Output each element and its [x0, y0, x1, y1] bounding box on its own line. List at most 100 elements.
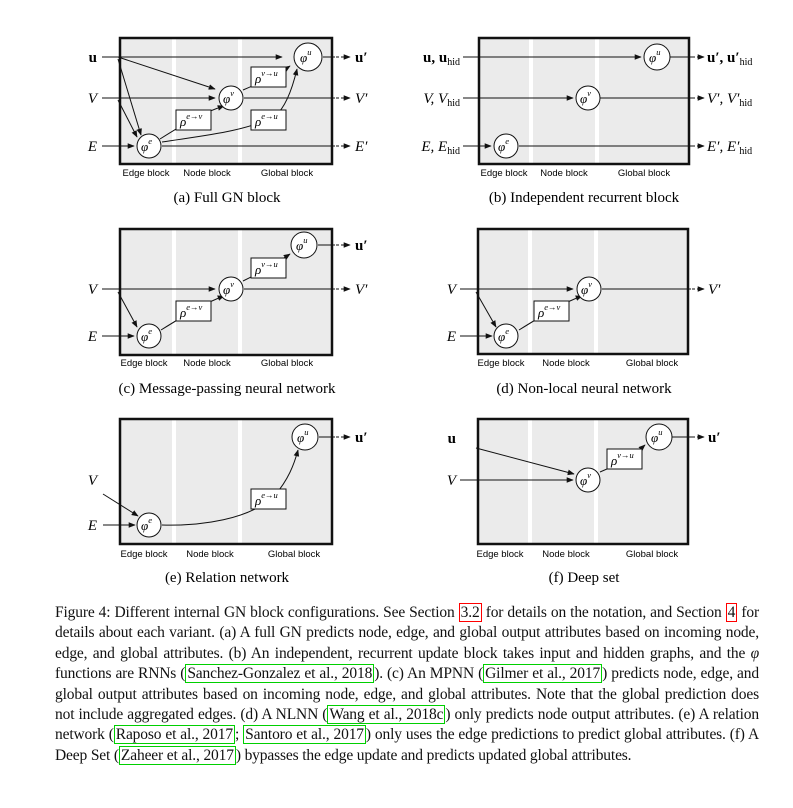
phi-v-node: φv	[575, 85, 601, 111]
node-block-label: Node block	[183, 358, 231, 369]
global-block-label: Global block	[626, 358, 679, 369]
citation-link[interactable]: Sanchez-Gonzalez et al., 2018	[185, 664, 375, 684]
input-v-label: V	[88, 91, 99, 107]
phi-e-node: φe	[493, 323, 519, 349]
citation-link[interactable]: Santoro et al., 2017	[243, 725, 366, 745]
phi-u-node: φu	[290, 231, 318, 259]
svg-text:φe: φe	[141, 136, 152, 154]
phi-v-node: φv	[575, 467, 601, 493]
panel-f: Edge block Node block Global block u V u…	[447, 417, 721, 586]
phi-v-node: φv	[576, 276, 602, 302]
citation-link[interactable]: Zaheer et al., 2017	[118, 745, 236, 765]
output-u-label: u′	[708, 430, 721, 446]
input-u-label: u	[89, 50, 97, 66]
panel-b: Edge block Node block Global block u, uh…	[420, 36, 752, 206]
input-e-label: E, Ehid	[420, 139, 460, 157]
svg-text:ρv→u: ρv→u	[254, 259, 278, 277]
rho-vu-box: ρv→u	[250, 257, 287, 279]
global-block-label: Global block	[261, 168, 314, 179]
edge-block-label: Edge block	[476, 549, 523, 560]
input-v-label: V	[447, 282, 458, 298]
section-ref-link[interactable]: 3.2	[458, 603, 482, 622]
panel-f-frame	[476, 417, 690, 546]
output-u-label: u′	[355, 238, 368, 254]
section-ref-link[interactable]: 4	[725, 603, 738, 622]
node-block-label: Node block	[186, 549, 234, 560]
rho-vu-box: ρv→u	[250, 66, 287, 88]
input-v-label: V	[447, 473, 458, 489]
svg-text:φe: φe	[141, 515, 152, 533]
phi-e-node: φe	[136, 323, 162, 349]
input-u-label: u, uhid	[423, 50, 460, 68]
svg-text:φu: φu	[651, 427, 662, 445]
output-e-label: E′, E′hid	[706, 139, 752, 157]
output-v-label: V′, V′hid	[707, 91, 752, 109]
svg-text:φv: φv	[581, 279, 592, 297]
svg-text:φu: φu	[300, 47, 311, 65]
svg-text:ρe→v: ρe→v	[179, 302, 203, 320]
phi-e-node: φe	[136, 512, 162, 538]
output-v-label: V′	[708, 282, 721, 298]
panel-a: Edge block Node block Global block u V E…	[87, 36, 368, 206]
svg-text:φv: φv	[580, 88, 591, 106]
output-e-label: E′	[354, 139, 368, 155]
figure-graphic: Edge block Node block Global block u V E…	[87, 36, 752, 586]
rho-vu-box: ρv→u	[606, 448, 643, 470]
node-block-label: Node block	[540, 168, 588, 179]
panel-b-caption: (b) Independent recurrent block	[489, 190, 680, 206]
input-e-label: E	[87, 139, 97, 155]
citation-link[interactable]: Gilmer et al., 2017	[483, 664, 603, 684]
input-e-label: E	[87, 518, 97, 534]
global-block-label: Global block	[261, 358, 314, 369]
panel-a-frame	[118, 36, 334, 166]
output-v-label: V′	[355, 91, 368, 107]
svg-text:ρv→u: ρv→u	[254, 68, 278, 86]
phi-v-node: φv	[218, 276, 244, 302]
global-block-label: Global block	[626, 549, 679, 560]
panel-a-caption: (a) Full GN block	[173, 190, 281, 206]
rho-ev-box: ρe→v	[175, 300, 212, 322]
input-v-label: V	[88, 473, 99, 489]
input-v-label: V, Vhid	[423, 91, 460, 109]
rho-eu-box: ρe→u	[250, 109, 287, 131]
svg-text:φv: φv	[223, 88, 234, 106]
global-block-label: Global block	[268, 549, 321, 560]
output-u-label: u′	[355, 430, 368, 446]
edge-block-label: Edge block	[120, 549, 167, 560]
phi-e-node: φe	[136, 133, 162, 159]
citation-link[interactable]: Wang et al., 2018c	[327, 705, 446, 725]
svg-text:φe: φe	[498, 326, 509, 344]
panel-e-caption: (e) Relation network	[165, 570, 290, 586]
panel-d-frame	[476, 227, 690, 356]
input-v-label: V	[88, 282, 99, 298]
svg-text:φu: φu	[296, 235, 307, 253]
phi-u-node: φu	[293, 42, 323, 72]
edge-block-label: Edge block	[480, 168, 527, 179]
svg-text:φe: φe	[141, 326, 152, 344]
global-block-label: Global block	[618, 168, 671, 179]
input-e-label: E	[446, 329, 456, 345]
output-u-label: u′	[355, 50, 368, 66]
output-v-label: V′	[355, 282, 368, 298]
node-block-label: Node block	[183, 168, 231, 179]
svg-text:φv: φv	[580, 470, 591, 488]
edge-block-label: Edge block	[477, 358, 524, 369]
svg-text:φe: φe	[498, 136, 509, 154]
panel-e-frame	[118, 417, 334, 546]
figure-caption: Figure 4: Different internal GN block co…	[55, 603, 759, 765]
svg-text:ρe→u: ρe→u	[254, 111, 278, 129]
svg-text:φv: φv	[223, 279, 234, 297]
panel-c-caption: (c) Message-passing neural network	[118, 381, 336, 397]
panel-e: Edge block Node block Global block V E u…	[87, 417, 368, 586]
figure-number: Figure 4:	[55, 604, 111, 621]
phi-v-node: φv	[218, 85, 244, 111]
svg-text:ρe→v: ρe→v	[179, 111, 203, 129]
panel-c: Edge block Node block Global block V E u…	[87, 227, 368, 397]
edge-block-label: Edge block	[120, 358, 167, 369]
phi-u-node: φu	[645, 423, 673, 451]
panel-d: Edge block Node block Global block V E V…	[446, 227, 721, 397]
phi-u-node: φu	[291, 423, 319, 451]
citation-link[interactable]: Raposo et al., 2017	[113, 725, 235, 745]
svg-text:φu: φu	[649, 47, 660, 65]
phi-e-node: φe	[493, 133, 519, 159]
